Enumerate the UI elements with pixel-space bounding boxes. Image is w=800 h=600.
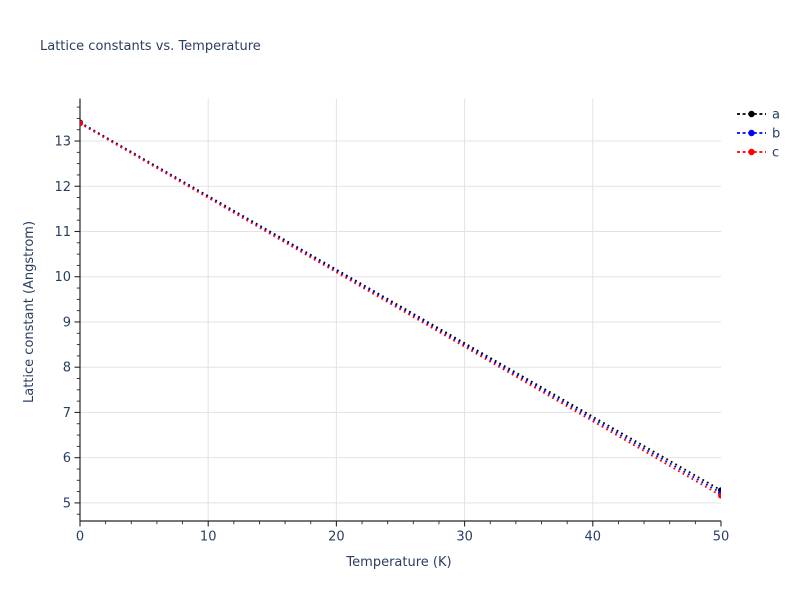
series-a-line — [80, 121, 721, 492]
series-c-marker-1 — [718, 492, 721, 499]
series-c-line — [80, 122, 721, 497]
y-axis-label: Lattice constant (Angstrom) — [22, 221, 37, 403]
legend-item-a: a — [737, 108, 780, 123]
x-tick-label-10: 10 — [200, 530, 217, 545]
x-tick-label-20: 20 — [328, 530, 345, 545]
axes: 0 10 20 30 40 50 5 6 7 8 9 10 11 12 13 — [54, 98, 730, 545]
y-tick-label-10: 10 — [54, 270, 71, 285]
series-b-line — [80, 122, 721, 494]
legend-item-c: c — [737, 146, 779, 161]
legend-a-marker — [748, 110, 755, 118]
gridlines — [80, 98, 721, 521]
y-tick-label-13: 13 — [54, 135, 71, 150]
legend-b-marker — [748, 129, 755, 137]
y-tick-label-11: 11 — [54, 225, 71, 240]
x-tick-label-30: 30 — [456, 530, 473, 545]
legend-c-label: c — [772, 146, 779, 161]
chart-title: Lattice constants vs. Temperature — [40, 39, 261, 54]
series-c-marker-0 — [80, 120, 83, 127]
y-tick-label-6: 6 — [63, 451, 71, 466]
y-tick-label-12: 12 — [54, 180, 71, 195]
y-tick-label-9: 9 — [63, 315, 71, 330]
legend-a-label: a — [772, 108, 780, 123]
x-axis-label: Temperature (K) — [345, 555, 451, 570]
legend: abc — [737, 108, 780, 161]
y-tick-label-7: 7 — [63, 406, 71, 421]
x-tick-label-40: 40 — [585, 530, 602, 545]
data-series — [80, 119, 721, 499]
legend-c-marker — [748, 148, 755, 156]
y-tick-label-5: 5 — [63, 496, 71, 511]
x-tick-label-50: 50 — [713, 530, 730, 545]
y-tick-label-8: 8 — [63, 361, 71, 376]
x-tick-label-0: 0 — [76, 530, 84, 545]
legend-item-b: b — [737, 127, 780, 142]
legend-b-label: b — [772, 127, 780, 142]
